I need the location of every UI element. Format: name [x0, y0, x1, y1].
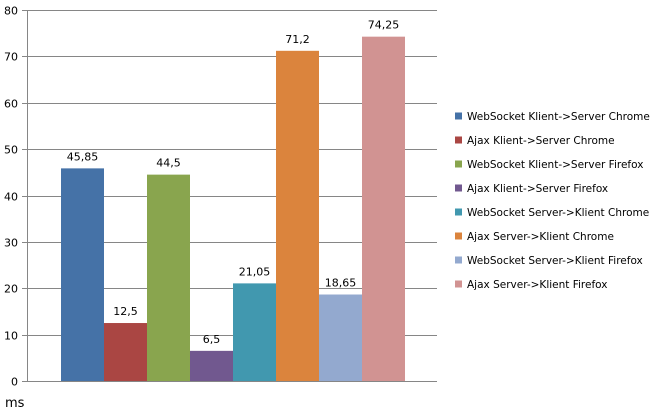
- legend-label: Ajax Server->Klient Chrome: [467, 231, 614, 243]
- x-axis-label: ms: [5, 396, 25, 411]
- legend-label: WebSocket Server->Klient Chrome: [467, 207, 649, 219]
- legend-swatch: [455, 136, 462, 144]
- bar: [61, 168, 104, 381]
- legend-label: Ajax Klient->Server Chrome: [467, 135, 615, 147]
- legend-label: WebSocket Server->Klient Firefox: [467, 255, 643, 267]
- bar: [104, 323, 147, 381]
- legend-swatch: [455, 256, 462, 264]
- legend-swatch: [455, 208, 462, 216]
- data-label: 45,85: [67, 150, 99, 163]
- data-label: 44,5: [156, 157, 181, 170]
- legend-swatch: [455, 280, 462, 288]
- data-label: 18,65: [325, 277, 357, 290]
- legend-label: WebSocket Klient->Server Firefox: [467, 159, 643, 171]
- data-label: 74,25: [368, 19, 400, 32]
- y-tick-label: 30: [4, 237, 18, 250]
- legend-swatch: [455, 232, 462, 240]
- bar: [276, 50, 319, 382]
- y-tick-label: 20: [4, 283, 18, 296]
- bars: [61, 36, 405, 382]
- legend-label: Ajax Server->Klient Firefox: [467, 279, 607, 291]
- data-label: 21,05: [239, 265, 271, 278]
- data-label: 12,5: [113, 305, 138, 318]
- y-axis-ticks: 0 10 20 30 40 50 60 70 80: [4, 5, 27, 389]
- y-tick-label: 0: [11, 376, 18, 389]
- legend-label: WebSocket Klient->Server Chrome: [467, 111, 650, 123]
- legend-swatch: [455, 112, 462, 120]
- legend-swatch: [455, 184, 462, 192]
- y-tick-label: 10: [4, 330, 18, 343]
- bar: [233, 283, 276, 381]
- bar: [190, 350, 233, 381]
- data-label: 6,5: [203, 333, 221, 346]
- y-tick-label: 80: [4, 5, 18, 18]
- legend: WebSocket Klient->Server Chrome Ajax Klie…: [455, 111, 650, 291]
- bar: [362, 36, 405, 382]
- data-labels: 45,85 12,5 44,5 6,5 21,05 71,2 18,65 74,25: [67, 19, 400, 346]
- y-tick-label: 60: [4, 98, 18, 111]
- bar: [319, 294, 362, 381]
- y-tick-label: 50: [4, 144, 18, 157]
- data-label: 71,2: [285, 33, 310, 46]
- legend-label: Ajax Klient->Server Firefox: [467, 183, 608, 195]
- y-tick-label: 40: [4, 191, 18, 204]
- bar: [147, 174, 190, 381]
- legend-swatch: [455, 160, 462, 168]
- y-tick-label: 70: [4, 51, 18, 64]
